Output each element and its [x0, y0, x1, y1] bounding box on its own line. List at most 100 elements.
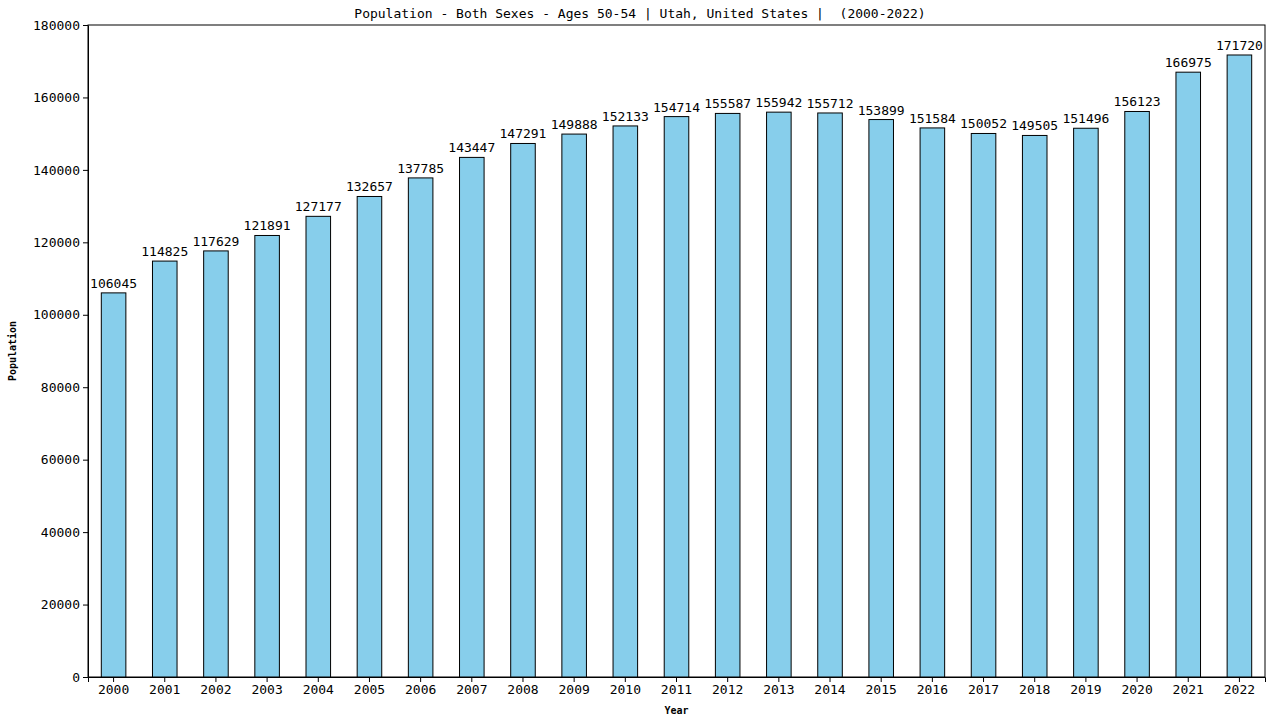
y-tick-group: 80000 — [41, 380, 88, 395]
x-tick-group: 2004 — [303, 677, 334, 697]
bar — [664, 117, 689, 677]
y-tick — [83, 460, 88, 461]
bar — [511, 143, 536, 677]
y-tick-label: 180000 — [33, 18, 80, 33]
y-tick — [83, 387, 88, 388]
bar — [357, 196, 382, 677]
data-label: 155942 — [755, 95, 802, 110]
bar — [715, 113, 740, 677]
y-tick-label: 40000 — [41, 525, 80, 540]
x-tick-label: 2018 — [1019, 682, 1050, 697]
data-label: 154714 — [653, 100, 700, 115]
bar — [971, 133, 996, 677]
data-label: 147291 — [499, 126, 546, 141]
y-tick-group: 0 — [72, 670, 88, 685]
x-tick-group: 2014 — [814, 677, 845, 697]
y-axis-title: Population — [7, 321, 18, 381]
x-tick-label: 2003 — [251, 682, 282, 697]
x-tick-label: 2019 — [1070, 682, 1101, 697]
x-tick-label: 2004 — [303, 682, 334, 697]
bar — [1074, 128, 1099, 677]
x-tick-label: 2007 — [456, 682, 487, 697]
y-tick-group: 60000 — [41, 452, 88, 467]
y-tick-group: 40000 — [41, 525, 88, 540]
y-axis-line — [88, 26, 89, 678]
data-label: 149505 — [1011, 118, 1058, 133]
bars — [101, 55, 1251, 677]
bar — [1125, 111, 1150, 677]
bar — [613, 126, 638, 677]
y-tick — [83, 170, 88, 171]
data-label: 166975 — [1165, 55, 1212, 70]
y-tick-label: 20000 — [41, 597, 80, 612]
x-tick-label: 2000 — [98, 682, 129, 697]
x-tick-group: 2002 — [200, 677, 231, 697]
bar — [562, 134, 587, 677]
data-label: 106045 — [90, 276, 137, 291]
data-label: 155587 — [704, 96, 751, 111]
y-tick-group: 180000 — [33, 18, 88, 33]
data-label: 117629 — [192, 234, 239, 249]
data-label: 156123 — [1114, 94, 1161, 109]
data-label: 127177 — [295, 199, 342, 214]
title: Population - Both Sexes - Ages 50-54 | U… — [354, 6, 925, 21]
x-tick-label: 2005 — [354, 682, 385, 697]
y-tick — [83, 532, 88, 533]
data-label: 114825 — [141, 244, 188, 259]
x-tick-label: 2008 — [507, 682, 538, 697]
y-tick-group: 100000 — [33, 307, 88, 322]
y-tick — [83, 97, 88, 98]
bar — [818, 113, 843, 677]
x-tick-label: 2012 — [712, 682, 743, 697]
x-tick-group: 2017 — [968, 677, 999, 697]
x-tick-label: 2006 — [405, 682, 436, 697]
x-tick-group: 2005 — [354, 677, 385, 697]
y-tick-label: 60000 — [41, 452, 80, 467]
y-tick — [83, 677, 88, 678]
x-tick-group: 2000 — [98, 677, 129, 697]
data-label: 149888 — [551, 117, 598, 132]
y-tick-label: 160000 — [33, 90, 80, 105]
data-label: 121891 — [244, 218, 291, 233]
x-tick-label: 2016 — [917, 682, 948, 697]
x-tick-label: 2017 — [968, 682, 999, 697]
bar — [869, 120, 894, 677]
x-tick-group: 2011 — [661, 677, 692, 697]
y-tick-label: 140000 — [33, 163, 80, 178]
y-tick-group: 20000 — [41, 597, 88, 612]
bar — [1022, 135, 1047, 677]
chart: 106045 114825 117629 121891 127177 132657 1377… — [0, 0, 1280, 720]
bar — [204, 251, 229, 677]
x-tick-label: 2001 — [149, 682, 180, 697]
x-tick-group: 2007 — [456, 677, 487, 697]
x-tick-group: 2001 — [149, 677, 180, 697]
data-label: 137785 — [397, 161, 444, 176]
y-tick-group: 140000 — [33, 163, 88, 178]
data-label: 171720 — [1216, 38, 1263, 53]
x-tick-group: 2006 — [405, 677, 436, 697]
x-tick-group: 2003 — [251, 677, 282, 697]
x-tick-group: 2022 — [1224, 677, 1255, 697]
bar — [152, 261, 177, 677]
bar — [1176, 72, 1201, 677]
x-tick-group: 2018 — [1019, 677, 1050, 697]
bar — [101, 293, 126, 677]
x-tick-group: 2021 — [1173, 677, 1204, 697]
bar — [1227, 55, 1252, 677]
y-tick-group: 160000 — [33, 90, 88, 105]
x-tick-label: 2002 — [200, 682, 231, 697]
x-axis: 2000 2001 2002 2003 2004 2005 2006 2007 2008 2009… — [89, 677, 1266, 697]
data-label: 152133 — [602, 109, 649, 124]
x-tick-group: 2009 — [558, 677, 589, 697]
x-tick-label: 2009 — [558, 682, 589, 697]
x-tick-group: 2016 — [917, 677, 948, 697]
y-axis: 0200004000060000800001000001200001400001… — [33, 18, 88, 685]
bar — [767, 112, 792, 677]
y-tick — [83, 242, 88, 243]
plot-frame — [88, 25, 1265, 677]
x-tick-group: 2020 — [1121, 677, 1152, 697]
data-label: 153899 — [858, 103, 905, 118]
x-tick-label: 2020 — [1121, 682, 1152, 697]
x-tick-group: 2013 — [763, 677, 794, 697]
data-label: 132657 — [346, 179, 393, 194]
